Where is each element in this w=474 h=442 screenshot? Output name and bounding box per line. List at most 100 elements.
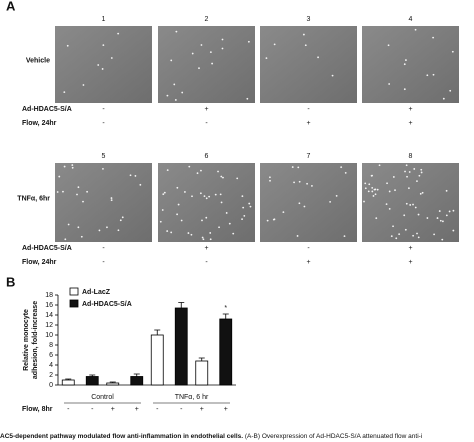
cell <box>449 89 452 92</box>
cell <box>176 186 179 189</box>
cell <box>395 237 398 240</box>
y-axis-label: Relative monocyte adhesion, fold-increase <box>23 301 39 379</box>
cell <box>291 166 294 168</box>
cell <box>385 203 388 206</box>
bar <box>195 360 209 386</box>
cell <box>236 177 239 180</box>
bar <box>106 382 120 386</box>
annotation: * <box>224 305 227 312</box>
cell <box>418 174 421 177</box>
cell <box>394 189 396 192</box>
row-mark: - <box>205 120 208 127</box>
cell <box>331 74 334 77</box>
cell <box>297 166 300 169</box>
cell <box>375 217 378 220</box>
cell <box>273 43 276 46</box>
micrograph <box>362 26 459 103</box>
cell <box>413 168 416 170</box>
cell <box>373 188 376 191</box>
cell <box>439 219 442 222</box>
cell <box>82 200 84 203</box>
bar <box>130 376 144 386</box>
row-label: Flow, 24hr <box>22 259 57 266</box>
cell <box>344 171 347 174</box>
cell <box>71 166 74 169</box>
row-mark: + <box>204 245 208 252</box>
cell <box>293 181 295 184</box>
cell <box>265 57 268 59</box>
cell <box>77 226 80 229</box>
error-bar <box>133 373 140 377</box>
cell <box>302 33 305 36</box>
cell <box>220 175 223 178</box>
cell <box>392 176 395 178</box>
cell <box>191 195 193 198</box>
error-bar <box>178 302 185 308</box>
micrograph <box>55 163 152 242</box>
flow-mark: - <box>180 406 183 413</box>
cell <box>426 217 429 219</box>
cell <box>242 206 245 209</box>
cell <box>139 183 142 186</box>
cell <box>209 51 212 54</box>
group-label: Control <box>91 394 114 401</box>
flow-mark: - <box>67 406 70 413</box>
cell <box>282 211 285 213</box>
image-number: 4 <box>409 16 413 23</box>
cell <box>201 219 203 222</box>
cell <box>199 192 202 195</box>
cell <box>56 191 59 193</box>
cell <box>86 190 88 193</box>
row-mark: + <box>408 245 412 252</box>
cell <box>121 216 124 219</box>
image-number: 6 <box>205 153 209 160</box>
cell <box>364 187 367 190</box>
flow-mark: + <box>200 406 204 413</box>
cell <box>110 197 113 199</box>
legend-label: Ad-HDAC5-S/A <box>82 301 132 308</box>
cell <box>176 213 179 216</box>
cell <box>71 164 74 166</box>
row-mark: - <box>307 245 310 252</box>
cell <box>405 202 408 205</box>
caption: AC5-dependent pathway modulated flow ant… <box>0 433 422 440</box>
cell <box>408 187 410 190</box>
cell <box>269 179 271 182</box>
micrograph <box>260 163 357 242</box>
cell <box>66 44 69 47</box>
cell <box>63 165 66 168</box>
error-bar <box>222 313 229 319</box>
row-mark: - <box>205 259 208 266</box>
cell <box>166 230 169 232</box>
cell <box>438 210 441 212</box>
cell <box>376 188 379 191</box>
y-tick-label: 14 <box>45 312 53 319</box>
y-tick-label: 2 <box>49 372 53 379</box>
cell <box>390 235 393 238</box>
cell <box>82 84 85 86</box>
cell <box>329 201 332 203</box>
row-label: Ad-HDAC5-S/A <box>22 106 72 113</box>
caption-bold: AC5-dependent pathway modulated flow ant… <box>0 433 243 440</box>
cell <box>102 44 105 47</box>
cell <box>205 197 208 200</box>
cell <box>117 32 120 35</box>
cell <box>412 203 414 206</box>
cell <box>306 182 308 185</box>
cell <box>248 202 251 205</box>
cell <box>214 193 217 196</box>
row-mark: + <box>408 120 412 127</box>
cell <box>97 64 100 66</box>
micrograph <box>362 163 459 242</box>
bar <box>61 379 75 386</box>
panel-label: B <box>6 274 15 289</box>
cell <box>408 171 411 173</box>
cell <box>421 191 424 194</box>
cell <box>409 204 412 206</box>
cell <box>190 233 193 236</box>
cell <box>269 176 271 179</box>
cell <box>217 170 219 173</box>
cell <box>58 175 61 178</box>
bar <box>150 334 164 386</box>
error-bar <box>89 374 96 377</box>
